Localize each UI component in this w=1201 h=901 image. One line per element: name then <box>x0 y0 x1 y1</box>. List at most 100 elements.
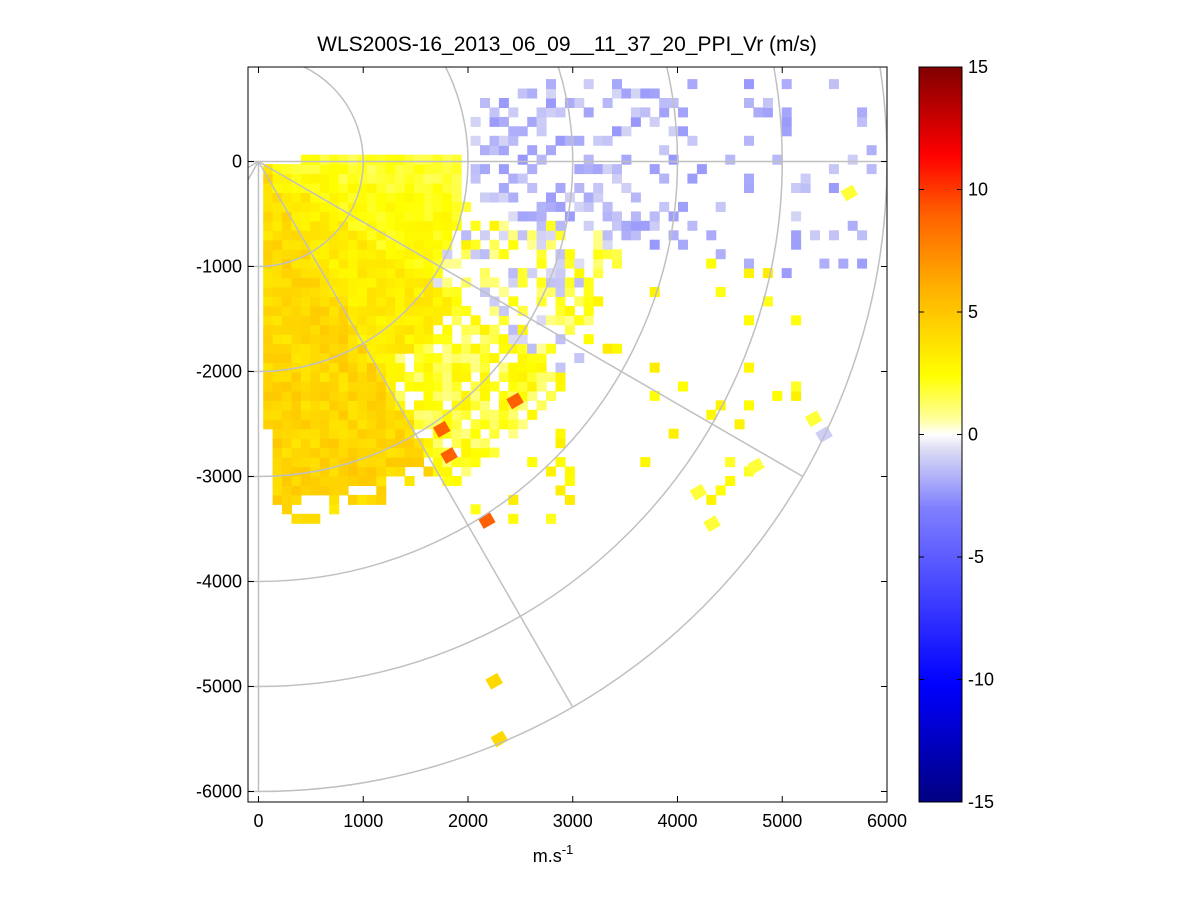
field-cell <box>527 457 538 468</box>
field-cell <box>357 353 368 364</box>
field-cell <box>300 324 311 335</box>
field-cell <box>451 372 462 382</box>
colorbar <box>918 66 963 803</box>
field-cell <box>838 258 849 269</box>
field-cell <box>423 390 434 401</box>
field-cell <box>423 211 434 222</box>
field-cell <box>470 457 481 468</box>
field-cell <box>338 315 349 326</box>
field-cell <box>272 287 283 297</box>
field-cell <box>395 268 406 279</box>
field-cell <box>291 485 302 496</box>
field-cell <box>762 296 773 307</box>
data-cell <box>747 457 765 475</box>
field-cell <box>517 324 528 335</box>
field-cell <box>470 116 481 127</box>
field-cell <box>574 135 585 146</box>
x-tick-label: 6000 <box>867 811 907 831</box>
field-cell <box>423 409 434 420</box>
field-cell <box>451 419 462 430</box>
field-cell <box>659 173 670 184</box>
field-cell <box>300 334 311 345</box>
field-cell <box>357 296 368 307</box>
field-cell <box>442 239 453 250</box>
field-cell <box>461 457 472 468</box>
field-cell <box>263 211 274 222</box>
field-cell <box>423 400 434 411</box>
field-cell <box>536 381 547 392</box>
azimuth-spoke <box>248 160 259 169</box>
field-cell <box>489 135 500 146</box>
field-cell <box>555 428 566 439</box>
field-cell <box>348 192 358 203</box>
field-cell <box>508 296 519 307</box>
field-cell <box>517 400 528 411</box>
field-cell <box>263 334 274 345</box>
field-cell <box>366 447 377 458</box>
field-cell <box>348 390 358 401</box>
field-cell <box>385 239 396 250</box>
field-cell <box>527 145 538 156</box>
field-cell <box>300 390 311 401</box>
field-cell <box>310 485 321 496</box>
field-cell <box>470 173 481 184</box>
field-cell <box>357 390 368 401</box>
field-cell <box>282 494 292 505</box>
data-cell <box>490 730 509 748</box>
field-cell <box>470 428 481 439</box>
field-cell <box>536 107 547 118</box>
field-cell <box>527 164 538 175</box>
field-cell <box>451 173 462 184</box>
field-cell <box>489 334 500 345</box>
field-cell <box>376 315 387 326</box>
field-cell <box>329 447 340 458</box>
field-cell <box>366 220 377 231</box>
field-cell <box>404 277 415 288</box>
field-cell <box>480 164 490 175</box>
field-cell <box>489 324 500 335</box>
field-cell <box>300 268 311 279</box>
field-cell <box>291 268 302 279</box>
field-cell <box>376 324 387 335</box>
field-cell <box>348 154 358 165</box>
field-cell <box>272 400 283 411</box>
field-cell <box>348 258 358 269</box>
field-cell <box>329 220 340 231</box>
field-cell <box>546 466 556 477</box>
field-cell <box>272 343 283 354</box>
field-cell <box>489 239 500 250</box>
field-cell <box>744 315 754 326</box>
y-tick-label: -6000 <box>196 782 242 802</box>
field-cell <box>555 277 566 288</box>
field-cell <box>498 98 509 108</box>
field-cell <box>715 287 726 297</box>
field-cell <box>329 362 340 373</box>
field-cell <box>385 343 396 354</box>
data-cell <box>478 512 496 529</box>
field-cell <box>338 201 349 212</box>
field-cell <box>564 192 575 203</box>
field-cell <box>338 428 349 439</box>
field-cell <box>357 230 368 241</box>
field-cell <box>706 230 717 241</box>
field-cell <box>461 390 472 401</box>
field-cell <box>744 400 754 411</box>
field-cell <box>300 277 311 288</box>
field-cell <box>348 362 358 373</box>
field-cell <box>338 268 349 279</box>
field-cell <box>432 154 443 165</box>
field-cell <box>300 362 311 373</box>
field-cell <box>574 258 585 269</box>
field-cell <box>432 457 443 468</box>
x-axis-label: m.s-1 <box>533 842 574 866</box>
field-cell <box>508 343 519 354</box>
field-cell <box>310 343 321 354</box>
field-cell <box>263 277 274 288</box>
field-cell <box>461 324 472 335</box>
field-cell <box>414 353 424 364</box>
field-cell <box>319 287 330 297</box>
field-cell <box>442 476 453 486</box>
field-cell <box>828 164 839 175</box>
field-cell <box>498 192 509 203</box>
field-cell <box>310 239 321 250</box>
